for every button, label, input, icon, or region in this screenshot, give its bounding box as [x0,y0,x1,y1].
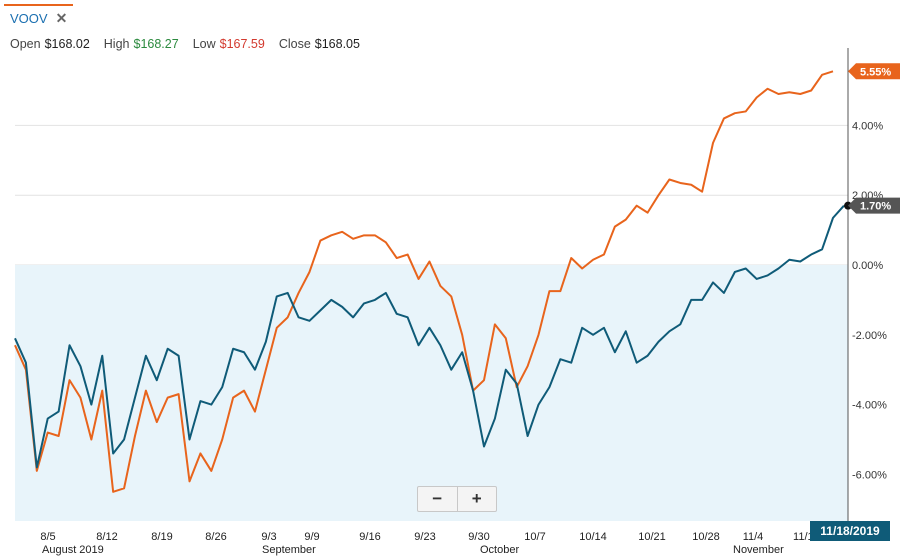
x-tick-label: 9/3 [261,531,276,543]
end-label-text: 1.70% [860,201,891,213]
x-tick-label: 10/28 [692,531,720,543]
y-tick-label: -4.00% [852,400,887,412]
y-tick-label: 4.00% [852,120,883,132]
zoom-in-button[interactable]: + [471,489,482,508]
x-tick-label: 9/30 [468,531,489,543]
open-label: Open [10,37,41,51]
month-label: August 2019 [42,544,104,556]
x-tick-label: 10/7 [524,531,545,543]
current-date-text: 11/18/2019 [820,524,880,538]
x-tick-label: 9/23 [414,531,435,543]
series-line-teal [14,205,845,469]
x-tick-label: 10/21 [638,531,666,543]
x-tick-label: 10/14 [579,531,607,543]
x-tick-label: 8/26 [205,531,226,543]
close-icon[interactable]: ✕ [55,9,68,26]
x-tick-label: 11/4 [743,531,764,543]
y-tick-label: -2.00% [852,330,887,342]
x-tick-label: 9/16 [359,531,380,543]
symbol-tab-label[interactable]: VOOV [10,10,48,26]
end-label-box [848,197,900,214]
end-label-box [848,63,900,80]
end-label-text: 5.55% [860,66,891,78]
y-tick-label: -6.00% [852,469,887,481]
close-value: $168.05 [314,37,360,51]
zoom-controls: − + [417,486,497,512]
low-label: Low [192,37,216,51]
low-value: $167.59 [219,37,265,51]
negative-region-fill [15,265,848,521]
close-label: Close [278,37,311,51]
x-tick-label: 8/12 [96,531,117,543]
y-tick-label: 0.00% [852,260,883,272]
open-value: $168.02 [44,37,90,51]
high-value: $168.27 [133,37,179,51]
month-label: September [262,544,316,556]
quote-summary: Open $168.02 High $168.27 Low $167.59 Cl… [10,37,374,51]
series-line-orange [14,70,834,493]
month-label: November [733,544,784,556]
x-tick-label: 9/9 [304,531,319,543]
current-date-badge: 11/18/2019 [810,521,890,541]
series-end-label-teal: 1.70% [848,197,900,214]
high-label: High [103,37,130,51]
zoom-out-button[interactable]: − [418,487,458,511]
x-tick-label: 8/19 [151,531,172,543]
series-end-label-orange: 5.55% [848,63,900,80]
x-tick-label: 8/5 [40,531,55,543]
symbol-tab[interactable]: VOOV ✕ [4,4,74,30]
month-label: October [480,544,519,556]
current-date-box [810,521,890,541]
